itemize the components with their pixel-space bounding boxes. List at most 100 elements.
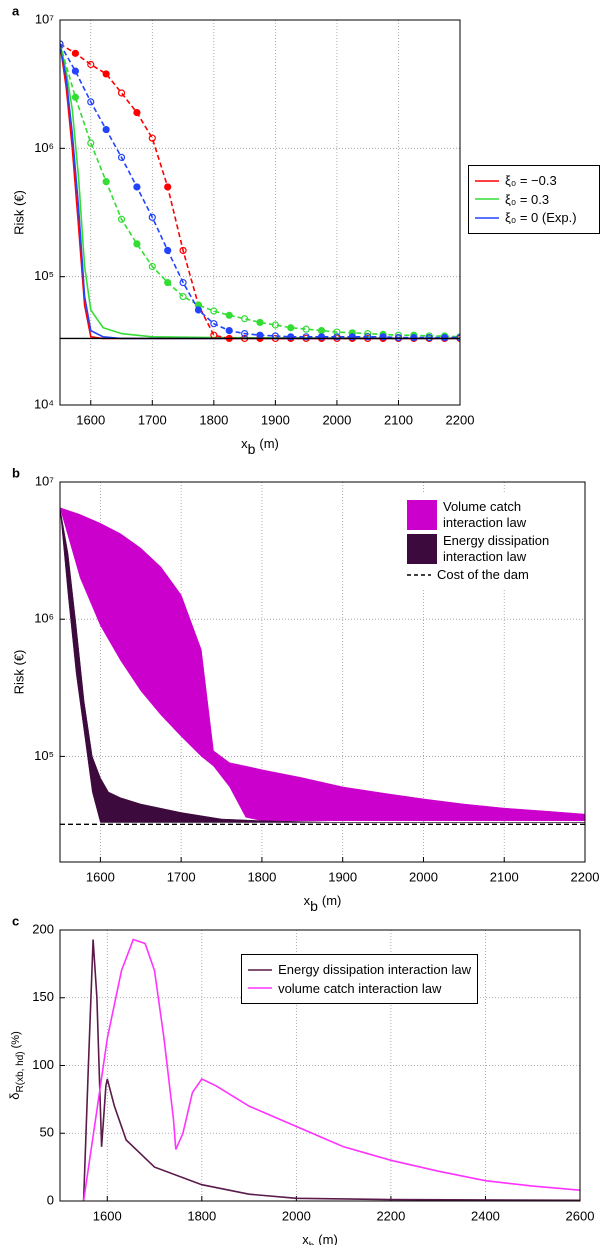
- marker: [179, 292, 187, 301]
- legend-swatch: [407, 499, 437, 530]
- legend-label: Energy dissipation interaction law: [443, 533, 550, 564]
- line: [60, 43, 460, 338]
- x-label-sub: b: [248, 441, 256, 457]
- y-axis-label: Risk (€): [11, 650, 26, 695]
- marker: [317, 326, 326, 335]
- marker: [456, 334, 460, 342]
- legend-label: volume catch interaction law: [278, 980, 442, 996]
- x-tick-label: 1700: [138, 412, 167, 427]
- x-tick-label: 2000: [409, 869, 438, 884]
- x-tick-label: 2400: [471, 1208, 500, 1223]
- legend-label: Cost of the dam: [437, 567, 529, 583]
- marker: [441, 334, 449, 342]
- line: [82, 938, 580, 1201]
- y-tick-label: 10⁷: [35, 11, 54, 26]
- legend-item: volume catch interaction law: [248, 981, 471, 997]
- x-label-base: x: [241, 436, 248, 451]
- marker: [164, 183, 172, 191]
- x-label-sub: b: [309, 1241, 315, 1245]
- legend-swatch: [475, 179, 499, 182]
- y-tick-label: 150: [32, 989, 54, 1004]
- marker: [210, 307, 218, 315]
- x-tick-label: 2200: [446, 412, 475, 427]
- marker: [71, 93, 79, 101]
- marker: [394, 334, 403, 342]
- marker: [148, 262, 156, 271]
- legend-item: Energy dissipation interaction law: [248, 962, 471, 978]
- x-label-base: x: [304, 893, 311, 908]
- plot-frame: [59, 19, 461, 406]
- legend-item: ξ₀ = 0.3: [475, 192, 593, 208]
- marker: [71, 49, 79, 57]
- plot-content: [60, 40, 460, 343]
- legend-item: ξ₀ = 0 (Exp.): [475, 210, 593, 226]
- marker: [60, 40, 64, 48]
- legend-item: Volume catch interaction law: [407, 499, 567, 530]
- marker: [117, 215, 126, 223]
- legend-box: [407, 533, 437, 564]
- x-label-unit: (m): [322, 893, 342, 908]
- x-tick-label: 1600: [76, 412, 105, 427]
- legend-label: ξ₀ = −0.3: [505, 173, 557, 188]
- plot-area: [60, 20, 460, 405]
- legend-label: Energy dissipation interaction law: [278, 962, 471, 977]
- x-tick-label: 2000: [282, 1208, 311, 1223]
- x-tick-label: 2100: [384, 412, 413, 427]
- marker: [302, 325, 310, 333]
- marker: [256, 331, 264, 339]
- legend-swatch: [407, 533, 437, 564]
- x-label-unit: (m): [318, 1232, 338, 1245]
- x-tick-label: 1600: [86, 869, 115, 884]
- y-tick-label: 0: [47, 1192, 54, 1207]
- marker: [117, 89, 126, 97]
- marker: [210, 320, 218, 328]
- marker: [302, 333, 310, 341]
- band: [60, 507, 585, 823]
- y-label-base: δ: [7, 1092, 22, 1099]
- legend-label: Volume catch interaction law: [443, 499, 527, 530]
- x-tick-label: 2200: [376, 1208, 405, 1223]
- y-tick-label: 100: [32, 1057, 54, 1072]
- x-label-sub: b: [310, 898, 318, 914]
- marker: [133, 183, 141, 191]
- marker: [87, 60, 95, 69]
- line: [60, 43, 460, 340]
- x-tick-label: 1700: [167, 869, 196, 884]
- panel-letter: b: [12, 465, 20, 480]
- marker: [271, 321, 279, 329]
- line: [82, 939, 580, 1201]
- marker: [425, 334, 433, 342]
- marker: [287, 324, 295, 332]
- marker: [225, 326, 233, 335]
- marker: [102, 178, 110, 186]
- marker: [133, 240, 141, 248]
- marker: [148, 134, 156, 142]
- plot-content: [60, 507, 585, 825]
- marker: [102, 70, 110, 78]
- legend-swatch: [475, 217, 499, 219]
- x-label-unit: (m): [259, 436, 279, 451]
- legend-item: Energy dissipation interaction law: [407, 533, 567, 564]
- legend-swatch: [248, 987, 273, 990]
- y-tick-label: 10⁵: [34, 268, 54, 283]
- x-axis-label: xb(m): [241, 436, 279, 456]
- marker: [71, 67, 79, 75]
- marker: [133, 108, 141, 117]
- band: [60, 507, 585, 821]
- marker: [256, 318, 264, 327]
- marker: [333, 328, 341, 336]
- x-tick-label: 1800: [187, 1208, 216, 1223]
- marker: [241, 315, 249, 323]
- legend-swatch: [475, 198, 499, 201]
- x-tick-label: 1800: [199, 412, 228, 427]
- x-axis-label: xb (m): [304, 893, 342, 913]
- legend-item: ξ₀ = −0.3: [475, 173, 593, 189]
- panel-letter: c: [12, 913, 19, 928]
- y-axis-label: δR(xb, hd) (%): [7, 1031, 25, 1099]
- marker: [364, 333, 372, 341]
- marker: [164, 278, 172, 287]
- marker: [102, 125, 110, 134]
- legend-box: [407, 499, 437, 530]
- y-label-unit: (%): [10, 1031, 22, 1048]
